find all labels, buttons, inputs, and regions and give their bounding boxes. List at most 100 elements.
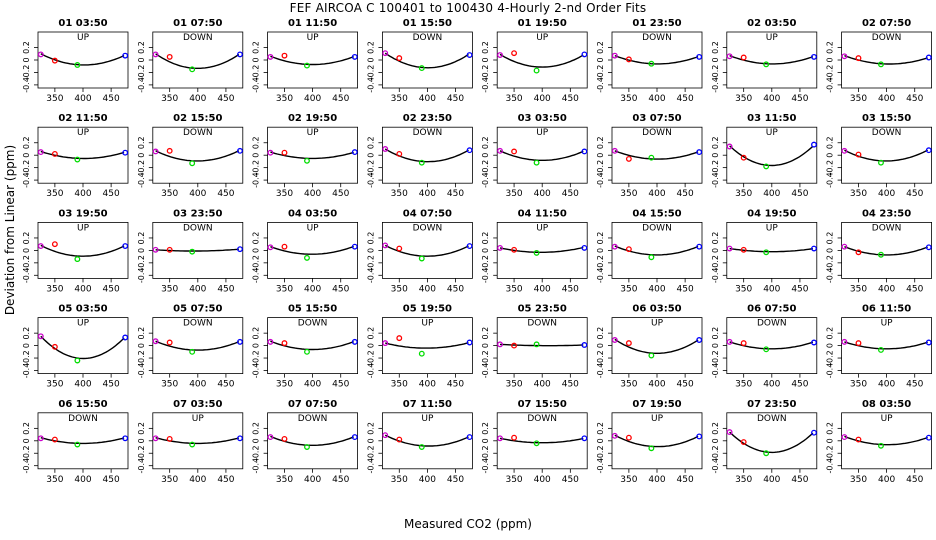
data-point [511,50,518,57]
x-tick-label: 450 [562,189,579,199]
y-tick-label: -0.4 [22,363,31,379]
data-point [267,338,274,345]
data-point [267,434,274,441]
data-point [696,337,703,343]
y-tick-label: 0 [252,57,261,62]
panel-direction: DOWN [527,414,557,424]
y-tick-label: 0.2 [137,232,146,245]
y-tick-label: -0.2 [711,160,720,176]
y-tick-label: -0.2 [596,255,605,271]
y-tick-label: -0.4 [711,172,720,188]
x-tick-label: 350 [391,380,408,390]
y-tick-label: -0.2 [252,350,261,366]
data-point [152,435,159,442]
panel: 07 23:50 DOWN -0.4-0.2 0 0.2 350 400 450 [711,399,818,485]
y-tick-label: -0.2 [252,255,261,271]
data-point [51,436,58,443]
data-point [533,249,540,256]
panel: 02 07:50 DOWN -0.4-0.2 0 0.2 350 400 450 [826,18,932,104]
x-tick-label: 450 [677,380,694,390]
data-point [237,147,243,154]
y-tick-label: -0.4 [22,77,31,93]
data-point [811,339,817,346]
data-point [625,155,632,162]
x-tick-label: 450 [791,475,808,485]
x-tick-label: 350 [161,380,178,390]
x-tick-label: 450 [217,189,234,199]
y-tick-label: 0 [596,57,605,62]
data-point [497,147,503,154]
x-tick-label: 400 [189,94,206,104]
y-tick-label: -0.2 [252,445,261,461]
x-tick-label: 450 [677,475,694,485]
y-tick-label: 0.2 [711,136,720,149]
panel-title: 07 07:50 [288,399,337,410]
data-point [855,151,862,158]
x-tick-label: 450 [217,284,234,294]
data-point [237,246,243,253]
y-tick-label: 0 [481,153,490,158]
data-point [382,432,389,439]
y-tick-label: 0 [826,343,835,348]
data-point [497,341,503,348]
x-tick-label: 400 [189,189,206,199]
data-point [304,157,310,164]
panel: 01 07:50 DOWN -0.4-0.2 0 0.2 350 400 450 [137,18,244,104]
fit-curve [844,246,928,256]
y-tick-label: -0.2 [826,350,835,366]
x-tick-label: 450 [447,380,464,390]
panel-title: 05 23:50 [518,304,567,315]
fit-curve [499,150,584,161]
panel-direction: UP [77,223,90,233]
data-point [497,52,503,58]
panel-title: 04 19:50 [747,208,796,219]
y-tick-label: 0 [137,343,146,348]
data-point [237,338,243,345]
panel: 04 15:50 DOWN -0.4-0.2 0 0.2 350 400 450 [596,208,703,294]
x-tick-label: 350 [46,380,63,390]
data-point [581,435,588,442]
fit-curve [729,145,814,167]
data-point [511,246,518,253]
y-tick-label: 0.2 [366,232,375,245]
data-point [466,147,473,154]
panel-direction: DOWN [183,128,213,138]
panel-direction: DOWN [872,33,902,43]
x-tick-label: 450 [103,475,120,485]
data-point [763,450,770,457]
y-tick-label: 0.2 [826,327,835,340]
data-point [351,149,358,156]
data-point [740,340,747,347]
data-point [878,347,884,353]
panel-direction: UP [651,319,664,329]
data-point [740,54,747,61]
data-point [37,51,44,58]
x-tick-label: 400 [419,189,436,199]
panel-direction: UP [77,128,90,138]
x-tick-label: 450 [103,189,120,199]
y-tick-label: -0.2 [826,160,835,176]
x-tick-label: 450 [791,284,808,294]
data-point [811,141,817,148]
data-point [189,348,196,355]
y-tick-label: -0.2 [596,350,605,366]
data-point [497,435,503,442]
data-point [382,242,389,249]
panel: 01 11:50 UP -0.4-0.2 0 0.2 350 400 450 [252,18,359,104]
y-tick-label: -0.2 [137,350,146,366]
panel-title: 03 19:50 [58,208,107,219]
y-tick-label: -0.4 [252,363,261,379]
data-point [418,444,425,450]
panel-direction: DOWN [757,319,787,329]
y-tick-label: -0.2 [481,445,490,461]
y-tick-label: -0.2 [481,350,490,366]
panel-title: 07 03:50 [173,399,222,410]
x-tick-label: 400 [878,380,895,390]
x-tick-label: 400 [648,189,665,199]
x-tick-label: 350 [620,380,637,390]
y-tick-label: -0.4 [596,363,605,379]
y-tick-label: -0.2 [826,255,835,271]
data-point [696,53,703,60]
panel-direction: DOWN [183,33,213,43]
x-tick-label: 450 [906,284,923,294]
